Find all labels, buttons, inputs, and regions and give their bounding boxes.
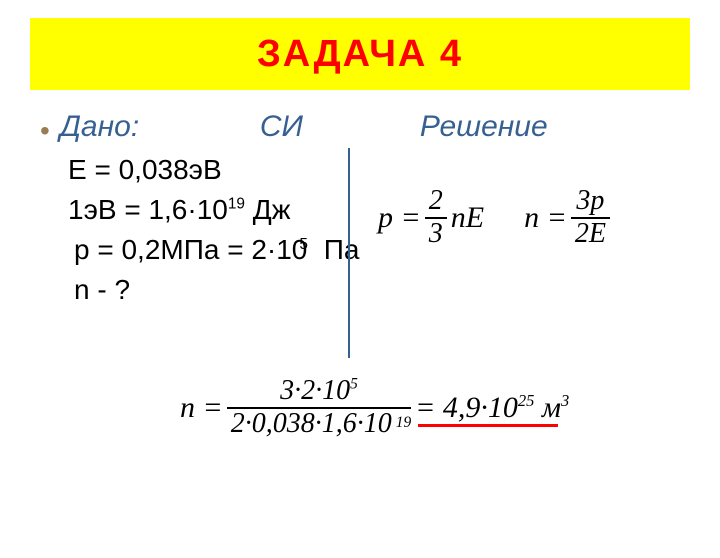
heading-dano: Дано: [60, 110, 260, 144]
vertical-divider [348, 148, 350, 358]
given-line-4: n - ? [74, 274, 680, 306]
title-bar: ЗАДАЧА 4 [30, 18, 690, 90]
formula-row-2: n = 3·2·105 2·0,038·1,6·1019 = 4,9·1025 … [180, 376, 569, 440]
f1-frac: 2 3 [425, 186, 447, 250]
given-3-post: Па [316, 234, 359, 265]
given-line-1: Е = 0,038эВ [68, 154, 680, 186]
f1-lhs: p = [378, 201, 421, 235]
f1-rhs: nE [451, 201, 484, 235]
formula-p: p = 2 3 nE [378, 186, 484, 250]
f2-lhs: n = [524, 201, 567, 235]
f3-num: 3·2·105 [276, 376, 362, 407]
f3-eq: = 4,9·10 [415, 391, 518, 424]
headings-row: • Дано: СИ Решение [40, 110, 680, 144]
f3-result: = 4,9·1025 м3 [415, 391, 569, 425]
f3-num-exp: 5 [350, 376, 358, 393]
given-2-exp: 19 [228, 196, 245, 213]
result-underline [418, 424, 558, 427]
title-text: ЗАДАЧА 4 [257, 33, 463, 76]
f3-frac: 3·2·105 2·0,038·1,6·1019 [227, 376, 411, 440]
f1-den: 3 [425, 219, 447, 250]
f3-den-a: 2·0,038·1,6·10 [231, 408, 392, 439]
given-3-pre: р = 0,2МПа = 2·10 [74, 234, 307, 265]
f3-den-exp: 19 [396, 414, 411, 431]
given-4-text: n - ? [74, 274, 130, 305]
given-2-pre: 1эВ = 1,6·10 [68, 194, 228, 225]
given-1-text: Е = 0,038эВ [68, 154, 222, 185]
given-3-exp: 5 [299, 236, 308, 253]
f3-unit: м [534, 391, 561, 424]
f3-unit-exp: 3 [561, 391, 569, 410]
f3-res-exp: 25 [518, 391, 535, 410]
heading-resh: Решение [420, 110, 548, 144]
formula-n: n = 3p 2E [524, 186, 614, 250]
f3-num-a: 3·2·10 [280, 375, 350, 406]
f2-frac: 3p 2E [571, 186, 610, 250]
f1-num: 2 [425, 186, 447, 217]
heading-si: СИ [260, 110, 420, 144]
f2-den: 2E [571, 219, 610, 250]
bullet-icon: • [40, 117, 50, 145]
f3-lhs: n = [180, 391, 223, 425]
formula-row-1: p = 2 3 nE n = 3p 2E [378, 186, 614, 250]
f3-den: 2·0,038·1,6·1019 [227, 409, 411, 440]
f2-num: 3p [572, 186, 608, 217]
given-2-post: Дж [245, 194, 290, 225]
